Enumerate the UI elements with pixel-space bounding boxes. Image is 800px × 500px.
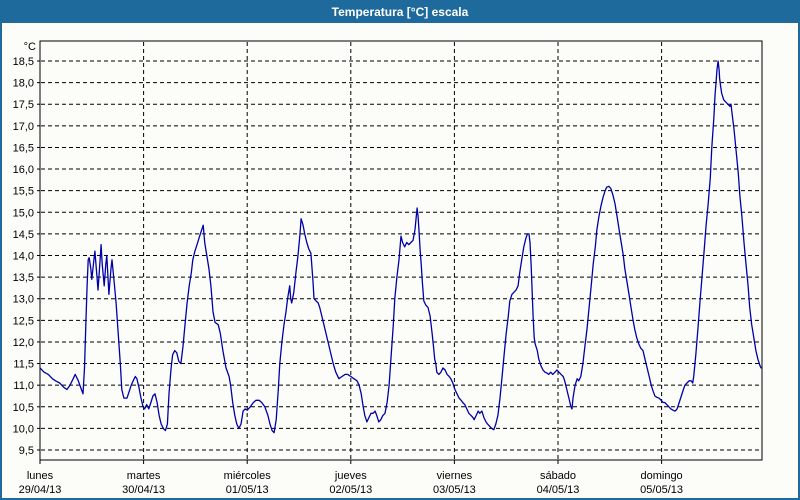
x-tick-date-label: 01/05/13 [226,484,269,496]
y-tick-label: 18,5 [13,56,34,68]
y-tick-label: 9,5 [19,445,34,457]
x-tick-day-label: sábado [540,470,576,482]
y-tick-label: 18,0 [13,78,34,90]
x-tick-date-label: 05/05/13 [640,484,683,496]
y-tick-label: 16,5 [13,142,34,154]
y-tick-label: 14,0 [13,251,34,263]
y-tick-label: 12,0 [13,337,34,349]
x-tick-date-label: 03/05/13 [433,484,476,496]
y-tick-label: 13,5 [13,272,34,284]
y-tick-label: 17,0 [13,121,34,133]
y-tick-label: 17,5 [13,99,34,111]
temperature-line-chart: 18,5 18,0 17,5 17,0 16,5 16,0 15,5 15,0 14,5 14,0… [13,40,763,496]
y-tick-label: 13,0 [13,294,34,306]
window-title: Temperatura [°C] escala [331,5,469,19]
x-tick-date-label: 02/05/13 [329,484,372,496]
y-tick-label: 11,5 [13,359,34,371]
y-tick-label: 16,0 [13,164,34,176]
y-tick-label: 15,0 [13,207,34,219]
x-tick-date-label: 29/04/13 [19,484,62,496]
y-tick-label: 12,5 [13,315,34,327]
x-tick-day-label: miércoles [224,470,272,482]
y-tick-label: 11,0 [13,380,34,392]
x-tick-date-label: 04/05/13 [537,484,580,496]
x-tick-day-label: martes [127,470,161,482]
y-axis-unit-label: °C [24,41,36,53]
plot-border [39,40,763,461]
y-tick-label: 10,5 [13,402,34,414]
title-bar: Temperatura [°C] escala [2,2,798,23]
x-tick-day-label: viernes [437,470,473,482]
y-tick-label: 10,0 [13,423,34,435]
y-tick-label: 14,5 [13,229,34,241]
y-tick-label: 15,5 [13,186,34,198]
x-tick-date-label: 30/04/13 [122,484,165,496]
x-tick-day-label: jueves [334,470,367,482]
x-tick-day-label: lunes [27,470,54,482]
x-tick-day-label: domingo [640,470,682,482]
chart-area: 18,5 18,0 17,5 17,0 16,5 16,0 15,5 15,0 14,5 14,0… [2,23,798,498]
temperature-line [39,60,762,434]
